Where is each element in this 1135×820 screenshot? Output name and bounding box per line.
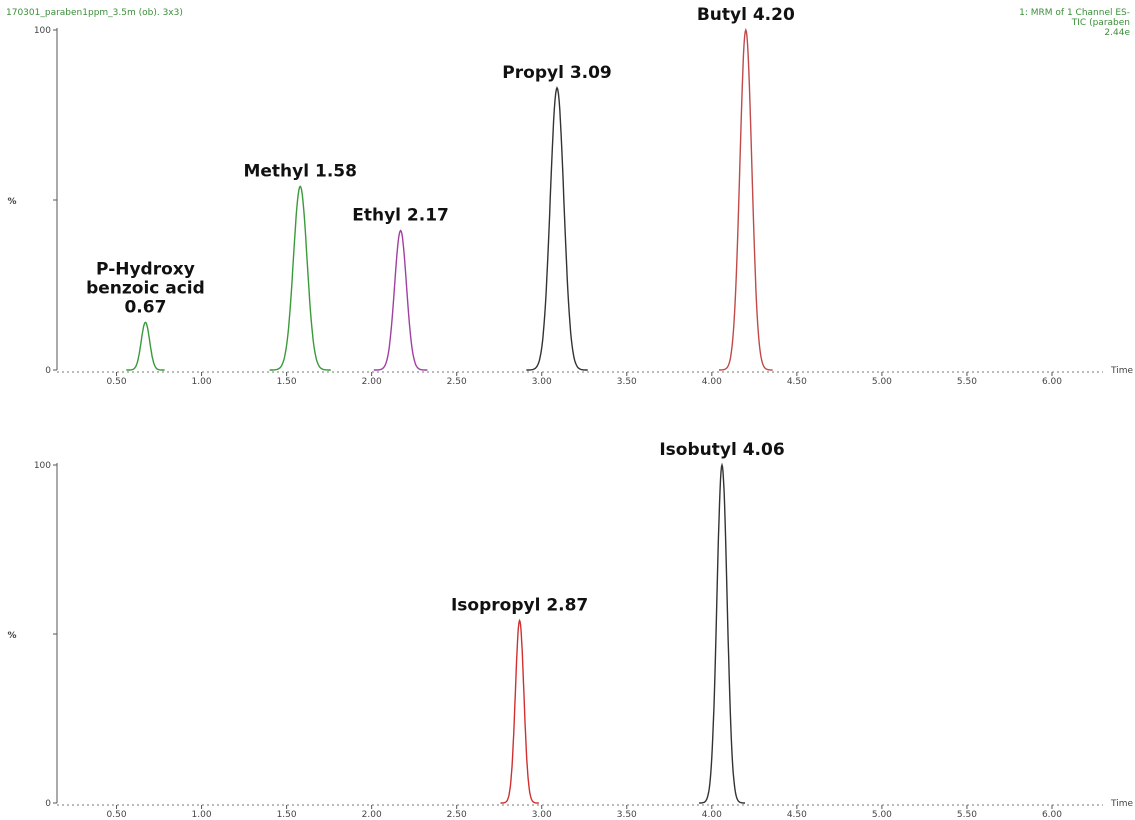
y-tick-label: 100 xyxy=(34,461,51,471)
y-tick-label: 100 xyxy=(34,26,51,36)
x-tick-label: 2.00 xyxy=(362,377,382,387)
x-tick-label: 5.50 xyxy=(957,810,977,820)
x-tick-label: 6.00 xyxy=(1042,377,1062,387)
x-tick-label: 5.50 xyxy=(957,377,977,387)
x-axis-label: Time xyxy=(1110,799,1133,809)
x-tick-label: 1.00 xyxy=(192,810,212,820)
peak-label: Ethyl 2.17 xyxy=(352,206,449,226)
x-tick-label: 5.00 xyxy=(872,810,892,820)
peak-trace xyxy=(126,321,165,371)
peak-trace xyxy=(373,229,428,371)
x-tick-label: 1.00 xyxy=(192,377,212,387)
x-tick-label: 2.50 xyxy=(447,377,467,387)
x-tick-label: 4.50 xyxy=(787,810,807,820)
peak-label: Methyl 1.58 xyxy=(243,161,356,181)
x-tick-label: 5.00 xyxy=(872,377,892,387)
header-right-line-2: TIC (paraben xyxy=(1071,18,1130,28)
x-tick-label: 4.00 xyxy=(702,377,722,387)
peak-trace xyxy=(500,618,539,804)
peak-trace xyxy=(269,185,331,371)
y-axis-label: % xyxy=(7,631,16,641)
header-left-text: 170301_paraben1ppm_3.5m (ob). 3x3) xyxy=(6,8,183,18)
x-tick-label: 3.50 xyxy=(617,377,637,387)
x-tick-label: 0.50 xyxy=(107,810,127,820)
peak-label: Isopropyl 2.87 xyxy=(451,595,588,615)
x-tick-label: 0.50 xyxy=(107,377,127,387)
y-axis-label: % xyxy=(7,197,16,207)
x-tick-label: 6.00 xyxy=(1042,810,1062,820)
x-tick-label: 2.00 xyxy=(362,810,382,820)
peak-trace xyxy=(719,27,773,371)
chromatogram-panel-bottom: 100 0% 0.50 1.00 1.50 2.00 2.50 3.00 3.50 4.00 4.5… xyxy=(7,440,1133,820)
x-tick-label: 1.50 xyxy=(277,810,297,820)
peak-label: P-Hydroxy xyxy=(96,259,195,279)
x-tick-label: 3.00 xyxy=(532,377,552,387)
x-tick-label: 3.50 xyxy=(617,810,637,820)
header-right-line-1: 1: MRM of 1 Channel ES- xyxy=(1019,8,1130,18)
peak-label: Propyl 3.09 xyxy=(502,63,611,83)
peak-trace xyxy=(699,462,745,804)
header-right-line-3: 2.44e xyxy=(1104,28,1130,38)
peak-label: 0.67 xyxy=(124,297,166,317)
x-tick-label: 4.50 xyxy=(787,377,807,387)
peak-label: Butyl 4.20 xyxy=(697,5,795,25)
peak-trace xyxy=(526,86,588,371)
y-tick-label: 0 xyxy=(45,366,51,376)
x-tick-label: 4.00 xyxy=(702,810,722,820)
x-axis-label: Time xyxy=(1110,366,1133,376)
peak-label: benzoic acid xyxy=(86,278,205,298)
chromatogram-panel-top: 100 0% 0.50 1.00 1.50 2.00 2.50 3.00 3.50 4.00 4.5… xyxy=(7,5,1133,387)
x-tick-label: 1.50 xyxy=(277,377,297,387)
peak-label: Isobutyl 4.06 xyxy=(659,440,784,460)
x-tick-label: 2.50 xyxy=(447,810,467,820)
y-tick-label: 0 xyxy=(45,799,51,809)
x-tick-label: 3.00 xyxy=(532,810,552,820)
